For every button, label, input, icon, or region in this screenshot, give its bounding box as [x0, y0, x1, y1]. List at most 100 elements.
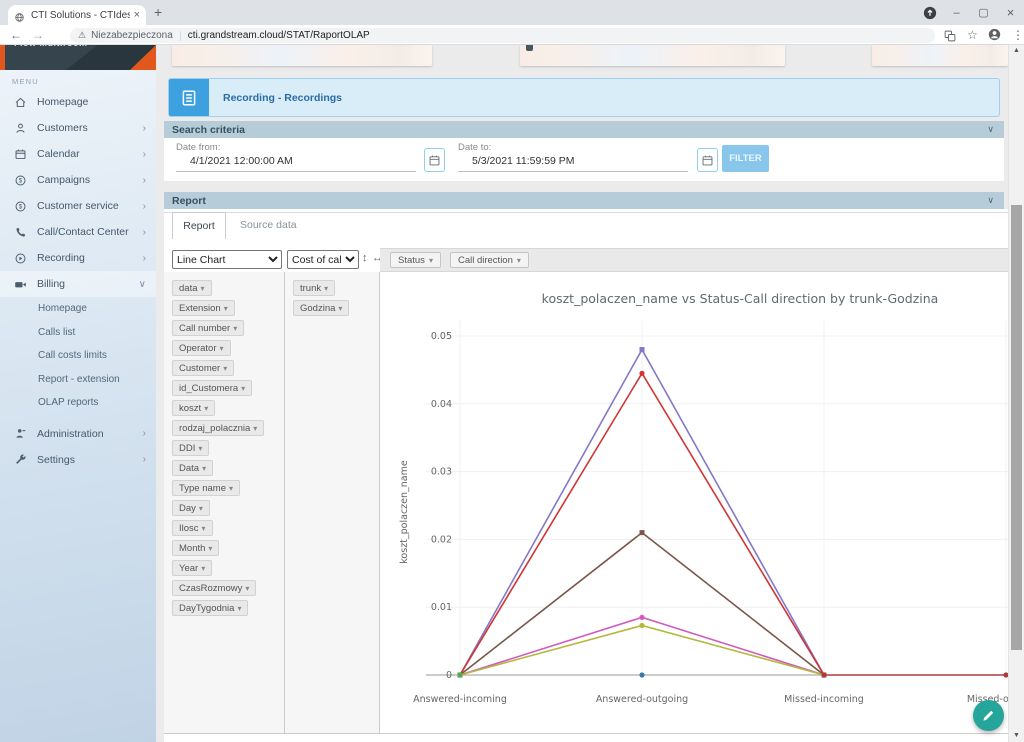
- sidebar-subitem[interactable]: Homepage: [0, 297, 156, 321]
- scrollbar-down-icon[interactable]: ▼: [1009, 732, 1024, 739]
- pivot-field-chip[interactable]: rodzaj_polacznia ▾: [172, 420, 264, 436]
- measure-select[interactable]: Cost of calls: [287, 250, 359, 269]
- report-title: Report: [172, 195, 987, 207]
- chevron-icon: ›: [143, 454, 146, 465]
- logo-text: Flow Multiroom: [14, 45, 88, 48]
- pivot-field-chip[interactable]: Operator ▾: [172, 340, 231, 356]
- pivot-field-chip[interactable]: Type name ▾: [172, 480, 240, 496]
- sidebar-subitem[interactable]: OLAP reports: [0, 391, 156, 415]
- pivot-field-label: Operator: [179, 343, 217, 354]
- pivot-field-chip[interactable]: Data ▾: [172, 460, 213, 476]
- translate-icon[interactable]: [944, 29, 956, 41]
- sidebar-item[interactable]: Billing ∨: [0, 271, 156, 297]
- pivot-field-chip[interactable]: Month ▾: [172, 540, 219, 556]
- chart-type-select[interactable]: Line Chart: [172, 250, 282, 269]
- calendar-icon: [14, 148, 27, 161]
- house-icon: [14, 96, 27, 109]
- browser-menu-kebab-icon[interactable]: ⋮: [1012, 28, 1024, 42]
- collapse-chevron-icon[interactable]: ∨: [987, 195, 994, 206]
- pivot-field-label: id_Customera: [179, 383, 238, 394]
- window-minimize-button[interactable]: –: [943, 7, 970, 19]
- sidebar-item[interactable]: Homepage: [0, 89, 156, 115]
- avatar-icon[interactable]: [988, 28, 1001, 41]
- collapse-chevron-icon[interactable]: ∨: [987, 124, 994, 135]
- pivot-field-chip[interactable]: Customer ▾: [172, 360, 234, 376]
- pivot-field-chip[interactable]: DDI ▾: [172, 440, 209, 456]
- tab-close-icon[interactable]: ×: [134, 9, 140, 21]
- svg-text:0.02: 0.02: [431, 534, 452, 545]
- sidebar: Flow Multiroom MENU Homepage Customers ›…: [0, 45, 156, 742]
- pivot-field-chip[interactable]: Ilosc ▾: [172, 520, 213, 536]
- report-header[interactable]: Report ∨: [164, 192, 1004, 209]
- dashboard-card: [172, 45, 432, 66]
- line-chart-svg: 00.010.020.030.040.05Answered-incomingAn…: [380, 272, 1008, 733]
- sidebar-subitem[interactable]: Calls list: [0, 321, 156, 345]
- tab-source-data[interactable]: Source data: [240, 219, 297, 231]
- filter-button[interactable]: FILTER: [722, 145, 769, 172]
- sort-vertical-icon[interactable]: ↕: [362, 252, 368, 264]
- bookmark-star-icon[interactable]: ☆: [967, 28, 978, 42]
- address-divider: [180, 31, 181, 41]
- pivot-row-field-chip[interactable]: Godzina ▾: [293, 300, 349, 316]
- column-field-chip[interactable]: Call direction ▾: [450, 252, 529, 268]
- sidebar-subitem-label: Calls list: [38, 327, 75, 338]
- search-criteria-header[interactable]: Search criteria ∨: [164, 121, 1004, 138]
- edit-fab-button[interactable]: [973, 700, 1004, 731]
- svg-text:0.05: 0.05: [431, 331, 452, 342]
- date-to-field[interactable]: 5/3/2021 11:59:59 PM: [458, 151, 688, 172]
- svg-text:0.03: 0.03: [431, 467, 452, 478]
- date-from-field[interactable]: 4/1/2021 12:00:00 AM: [176, 151, 416, 172]
- pivot-field-chip[interactable]: Extension ▾: [172, 300, 235, 316]
- caret-down-icon: ▾: [202, 523, 206, 534]
- scrollbar-thumb[interactable]: [1011, 205, 1022, 650]
- caret-down-icon: ▾: [201, 563, 205, 574]
- sidebar-item[interactable]: Settings ›: [0, 447, 156, 473]
- sidebar-subitem-label: OLAP reports: [38, 397, 98, 408]
- page-scrollbar[interactable]: ▲ ▼: [1008, 45, 1024, 742]
- date-from-calendar-button[interactable]: [424, 148, 445, 172]
- pivot-field-chip[interactable]: koszt ▾: [172, 400, 215, 416]
- available-fields-panel: data ▾ Extension ▾ Call number ▾ Operato…: [164, 272, 285, 733]
- scrollbar-up-icon[interactable]: ▲: [1009, 47, 1024, 54]
- browser-tab[interactable]: CTI Solutions - CTIdesk ×: [8, 5, 146, 25]
- sidebar-item[interactable]: Recording ›: [0, 245, 156, 271]
- sidebar-subitem[interactable]: Call costs limits: [0, 344, 156, 368]
- pivot-field-label: CzasRozmowy: [179, 583, 242, 594]
- dollar-icon: $: [14, 200, 27, 213]
- pivot-field-label: Month: [179, 543, 205, 554]
- tab-report[interactable]: Report: [172, 212, 226, 239]
- window-close-button[interactable]: ×: [997, 5, 1024, 20]
- sidebar-item[interactable]: Call/Contact Center ›: [0, 219, 156, 245]
- line-chart: 00.010.020.030.040.05Answered-incomingAn…: [380, 272, 1008, 733]
- forward-icon[interactable]: →: [32, 28, 44, 42]
- sidebar-item[interactable]: Calendar ›: [0, 141, 156, 167]
- new-tab-button[interactable]: +: [154, 4, 162, 20]
- svg-text:0: 0: [446, 670, 452, 681]
- pivot-field-chip[interactable]: id_Customera ▾: [172, 380, 252, 396]
- recordings-banner[interactable]: Recording - Recordings: [168, 78, 1000, 117]
- address-bar[interactable]: ⚠ Niezabezpieczona cti.grandstream.cloud…: [70, 28, 935, 43]
- pivot-field-chip[interactable]: CzasRozmowy ▾: [172, 580, 256, 596]
- pivot-row-field-chip[interactable]: trunk ▾: [293, 280, 335, 296]
- date-to-calendar-button[interactable]: [697, 148, 718, 172]
- window-controls: – ▢ ×: [916, 0, 1024, 25]
- sidebar-item[interactable]: $ Campaigns ›: [0, 167, 156, 193]
- pivot-field-label: DDI: [179, 443, 195, 454]
- pivot-field-chip[interactable]: Call number ▾: [172, 320, 244, 336]
- sidebar-subitem[interactable]: Report - extension: [0, 368, 156, 392]
- browser-status-badge-icon[interactable]: [916, 6, 943, 20]
- window-maximize-button[interactable]: ▢: [970, 6, 997, 19]
- pivot-field-chip[interactable]: data ▾: [172, 280, 212, 296]
- pivot-field-label: data: [179, 283, 198, 294]
- sidebar-item[interactable]: Customers ›: [0, 115, 156, 141]
- sidebar-item[interactable]: Administration ›: [0, 421, 156, 447]
- caret-down-icon: ▾: [224, 303, 228, 314]
- back-icon[interactable]: ←: [10, 28, 22, 42]
- pivot-field-chip[interactable]: Day ▾: [172, 500, 210, 516]
- sidebar-item[interactable]: $ Customer service ›: [0, 193, 156, 219]
- pivot-field-chip[interactable]: DayTygodnia ▾: [172, 600, 248, 616]
- column-field-chip[interactable]: Status ▾: [390, 252, 441, 268]
- pivot-field-label: rodzaj_polacznia: [179, 423, 250, 434]
- caret-down-icon: ▾: [201, 283, 205, 294]
- pivot-field-chip[interactable]: Year ▾: [172, 560, 212, 576]
